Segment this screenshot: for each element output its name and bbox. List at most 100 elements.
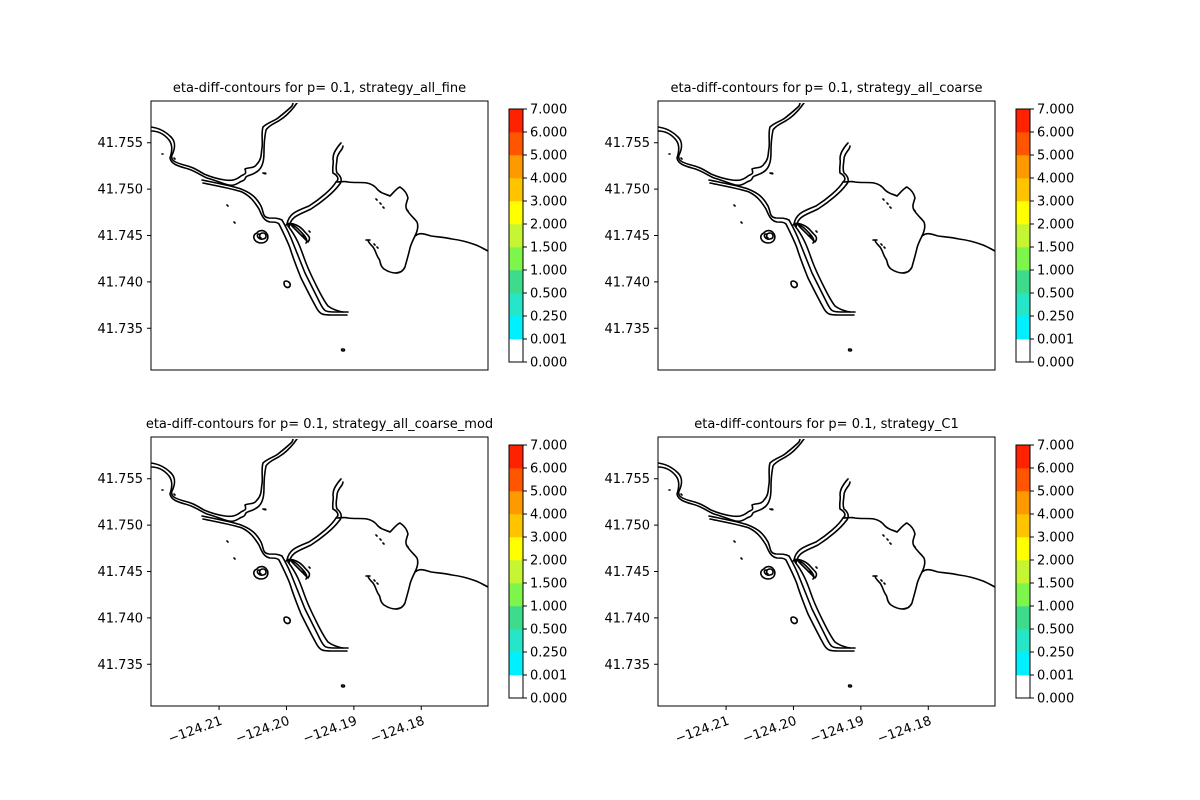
y-tick-label: 41.740	[605, 611, 651, 626]
colorbar-tick-label: 1.000	[530, 264, 567, 279]
colorbar-tick-label: 0.001	[1037, 669, 1074, 684]
colorbar: 0.000 0.001 0.250 0.500 1.000 1.500 2.000 3.000…	[1015, 103, 1074, 371]
colorbar-tick-label: 6.000	[1037, 462, 1074, 477]
y-tick-label: 41.755	[98, 136, 144, 151]
y-tick-label: 41.750	[98, 183, 144, 198]
colorbar-tick-label: 0.250	[530, 646, 567, 661]
colorbar-band	[509, 652, 523, 676]
y-tick-label: 41.755	[605, 136, 651, 151]
colorbar-band	[1016, 178, 1030, 202]
colorbar-tick-label: 0.000	[1037, 692, 1074, 707]
panel-3: eta-diff-contours for p= 0.1, strategy_a…	[98, 417, 568, 747]
y-tick-label: 41.755	[98, 472, 144, 487]
colorbar-frame	[1015, 444, 1031, 699]
y-tick-label: 41.735	[605, 322, 651, 337]
colorbar-band	[1016, 201, 1030, 225]
colorbar-tick-label: 0.500	[1037, 287, 1074, 302]
colorbar-tick-label: 1.000	[530, 600, 567, 615]
colorbar-band	[509, 109, 523, 133]
panel-title: eta-diff-contours for p= 0.1, strategy_a…	[173, 81, 466, 96]
coastline-contour	[151, 439, 488, 688]
y-tick-label: 41.745	[605, 565, 651, 580]
colorbar-tick-label: 6.000	[530, 462, 567, 477]
colorbar-tick-label: 2.000	[1037, 218, 1074, 233]
colorbar-band	[509, 339, 523, 363]
colorbar-tick-label: 2.000	[1037, 554, 1074, 569]
colorbar-tick-label: 1.500	[1037, 241, 1074, 256]
x-tick-label: −124.21	[166, 714, 224, 747]
colorbar-band	[509, 293, 523, 317]
colorbar-tick-label: 1.000	[1037, 264, 1074, 279]
colorbar-tick-label: 4.000	[530, 508, 567, 523]
colorbar-band	[1016, 155, 1030, 179]
colorbar-tick-label: 0.500	[530, 623, 567, 638]
y-tick-label: 41.750	[98, 519, 144, 534]
colorbar-tick-label: 7.000	[1037, 103, 1074, 118]
colorbar-band	[509, 560, 523, 584]
colorbar-band	[1016, 247, 1030, 271]
colorbar-tick-label: 1.000	[1037, 600, 1074, 615]
colorbar-tick-label: 0.500	[530, 287, 567, 302]
colorbar-band	[1016, 270, 1030, 294]
x-tick-label: −124.20	[741, 714, 799, 747]
x-tick-label: −124.18	[876, 714, 934, 747]
colorbar-tick-label: 3.000	[530, 531, 567, 546]
colorbar-band	[1016, 316, 1030, 340]
colorbar-band	[509, 201, 523, 225]
colorbar-tick-label: 1.500	[530, 241, 567, 256]
colorbar-tick-label: 2.000	[530, 218, 567, 233]
colorbar-tick-label: 6.000	[530, 126, 567, 141]
axes-frame	[150, 436, 489, 707]
x-tick-label: −124.18	[369, 714, 427, 747]
axes-frame	[150, 100, 489, 371]
colorbar-tick-label: 5.000	[530, 149, 567, 164]
colorbar-band	[509, 606, 523, 630]
colorbar-tick-label: 4.000	[530, 172, 567, 187]
colorbar-band	[509, 675, 523, 699]
y-tick-label: 41.735	[98, 322, 144, 337]
colorbar-band	[509, 132, 523, 156]
coastline-contour	[658, 103, 995, 352]
panel-4: eta-diff-contours for p= 0.1, strategy_C…	[605, 417, 1075, 747]
colorbar-tick-label: 0.250	[1037, 646, 1074, 661]
colorbar: 0.000 0.001 0.250 0.500 1.000 1.500 2.000 3.000…	[1015, 439, 1074, 707]
colorbar-tick-label: 0.500	[1037, 623, 1074, 638]
colorbar-tick-label: 3.000	[1037, 531, 1074, 546]
colorbar-band	[509, 445, 523, 469]
y-tick-label: 41.735	[98, 658, 144, 673]
colorbar-tick-label: 7.000	[530, 103, 567, 118]
coastline-contour	[151, 103, 488, 352]
panel-title: eta-diff-contours for p= 0.1, strategy_C…	[694, 417, 958, 432]
colorbar-tick-label: 0.000	[530, 692, 567, 707]
colorbar-band	[1016, 339, 1030, 363]
y-tick-label: 41.745	[605, 229, 651, 244]
colorbar-tick-label: 2.000	[530, 554, 567, 569]
colorbar-band	[1016, 293, 1030, 317]
colorbar-band	[1016, 675, 1030, 699]
colorbar-band	[509, 537, 523, 561]
colorbar-frame	[508, 444, 524, 699]
colorbar-band	[509, 178, 523, 202]
colorbar-band	[1016, 468, 1030, 492]
colorbar-tick-label: 5.000	[530, 485, 567, 500]
colorbar-tick-label: 1.500	[1037, 577, 1074, 592]
colorbar-band	[1016, 652, 1030, 676]
colorbar-band	[1016, 514, 1030, 538]
x-tick-label: −124.21	[673, 714, 731, 747]
colorbar-tick-label: 0.250	[530, 310, 567, 325]
colorbar-band	[1016, 629, 1030, 653]
colorbar-band	[1016, 109, 1030, 133]
panel-title: eta-diff-contours for p= 0.1, strategy_a…	[146, 417, 493, 432]
colorbar-band	[1016, 537, 1030, 561]
colorbar-tick-label: 5.000	[1037, 485, 1074, 500]
colorbar-tick-label: 5.000	[1037, 149, 1074, 164]
x-tick-label: −124.20	[234, 714, 292, 747]
colorbar: 0.000 0.001 0.250 0.500 1.000 1.500 2.000 3.000…	[508, 103, 567, 371]
colorbar-band	[1016, 224, 1030, 248]
y-tick-label: 41.740	[98, 611, 144, 626]
colorbar-band	[509, 224, 523, 248]
colorbar-tick-label: 1.500	[530, 577, 567, 592]
panel-2: eta-diff-contours for p= 0.1, strategy_a…	[605, 81, 1074, 371]
colorbar-tick-label: 0.000	[1037, 356, 1074, 371]
colorbar-band	[509, 270, 523, 294]
